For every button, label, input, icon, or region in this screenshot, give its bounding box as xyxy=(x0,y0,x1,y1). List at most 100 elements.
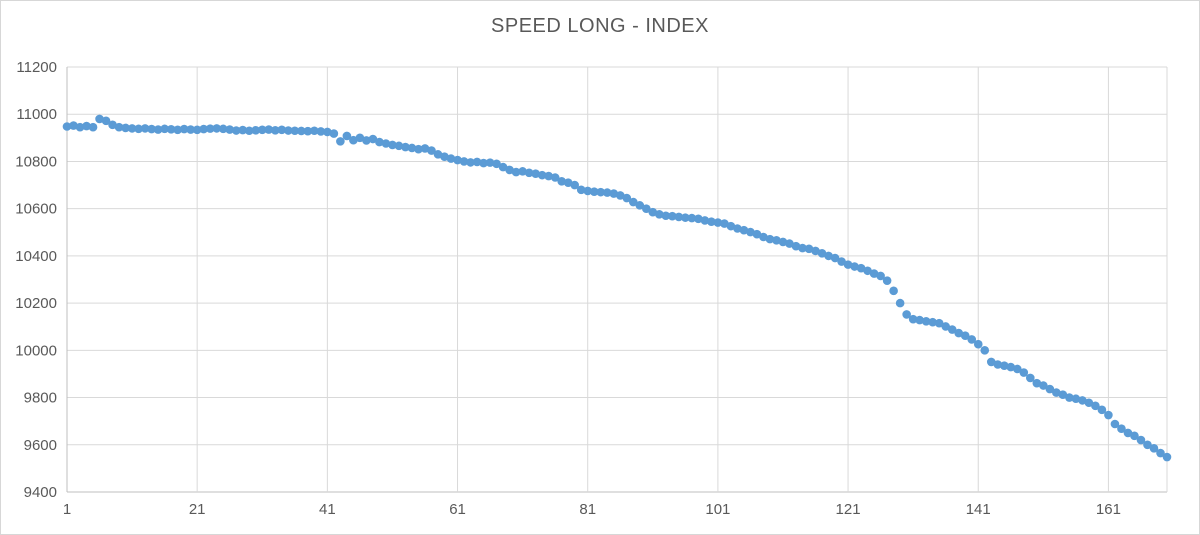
data-point[interactable] xyxy=(1052,388,1061,397)
data-point[interactable] xyxy=(440,152,449,162)
data-point[interactable] xyxy=(518,167,527,176)
data-point[interactable] xyxy=(323,127,332,137)
data-point[interactable] xyxy=(609,189,619,198)
data-point[interactable] xyxy=(1162,452,1172,462)
data-point[interactable] xyxy=(694,214,703,224)
data-point[interactable] xyxy=(772,236,781,245)
data-point[interactable] xyxy=(524,168,534,178)
data-point[interactable] xyxy=(1156,448,1165,458)
data-point[interactable] xyxy=(485,158,495,167)
data-point[interactable] xyxy=(928,317,937,327)
data-point[interactable] xyxy=(433,150,443,159)
data-point[interactable] xyxy=(492,159,501,169)
data-point[interactable] xyxy=(902,310,911,319)
data-point[interactable] xyxy=(811,246,820,256)
data-point[interactable] xyxy=(186,125,195,134)
data-point[interactable] xyxy=(88,122,98,132)
data-point[interactable] xyxy=(986,357,996,367)
data-point[interactable] xyxy=(251,125,261,135)
data-point[interactable] xyxy=(336,137,345,146)
data-point[interactable] xyxy=(947,325,957,334)
data-point[interactable] xyxy=(1084,398,1094,408)
data-point[interactable] xyxy=(550,173,560,182)
data-point[interactable] xyxy=(583,186,593,196)
data-point[interactable] xyxy=(895,298,905,308)
data-point[interactable] xyxy=(615,191,625,200)
data-point[interactable] xyxy=(973,339,983,349)
data-point[interactable] xyxy=(121,123,130,133)
data-point[interactable] xyxy=(420,144,430,153)
data-point[interactable] xyxy=(668,211,677,221)
data-point[interactable] xyxy=(498,162,508,172)
data-point[interactable] xyxy=(218,124,228,134)
data-point[interactable] xyxy=(544,171,553,181)
data-point[interactable] xyxy=(804,244,814,254)
data-point[interactable] xyxy=(153,125,163,134)
data-point[interactable] xyxy=(1123,428,1133,438)
data-point[interactable] xyxy=(1006,362,1016,372)
data-point[interactable] xyxy=(205,124,215,133)
data-point[interactable] xyxy=(537,170,547,180)
data-point[interactable] xyxy=(134,124,143,134)
data-point[interactable] xyxy=(602,188,612,197)
data-point[interactable] xyxy=(244,126,254,136)
data-point[interactable] xyxy=(759,232,768,242)
data-point[interactable] xyxy=(713,218,723,227)
data-point[interactable] xyxy=(876,271,885,281)
data-point[interactable] xyxy=(231,126,241,135)
data-point[interactable] xyxy=(557,176,566,186)
data-point[interactable] xyxy=(427,146,436,155)
data-point[interactable] xyxy=(850,262,859,271)
data-point[interactable] xyxy=(147,124,156,134)
data-point[interactable] xyxy=(394,141,404,151)
data-point[interactable] xyxy=(576,185,586,195)
data-point[interactable] xyxy=(349,135,358,145)
data-point[interactable] xyxy=(785,239,794,248)
data-point[interactable] xyxy=(1091,401,1100,411)
data-point[interactable] xyxy=(69,121,78,130)
data-point[interactable] xyxy=(290,126,300,136)
data-point[interactable] xyxy=(661,211,671,221)
data-point[interactable] xyxy=(824,251,833,261)
data-point[interactable] xyxy=(173,125,182,135)
data-point[interactable] xyxy=(95,114,104,124)
data-point[interactable] xyxy=(381,139,391,148)
data-point[interactable] xyxy=(993,360,1003,369)
data-point[interactable] xyxy=(342,131,352,141)
data-point[interactable] xyxy=(108,120,117,130)
data-point[interactable] xyxy=(674,212,684,222)
data-point[interactable] xyxy=(1110,419,1120,429)
data-point[interactable] xyxy=(681,213,690,222)
data-point[interactable] xyxy=(999,361,1009,370)
data-point[interactable] xyxy=(700,216,710,225)
data-point[interactable] xyxy=(934,318,944,328)
data-point[interactable] xyxy=(179,124,189,134)
data-point[interactable] xyxy=(641,204,651,213)
data-point[interactable] xyxy=(453,155,462,165)
data-point[interactable] xyxy=(1078,396,1087,405)
data-point[interactable] xyxy=(570,180,579,190)
data-point[interactable] xyxy=(1032,378,1042,388)
data-point[interactable] xyxy=(388,140,397,150)
data-point[interactable] xyxy=(1117,424,1126,434)
data-point[interactable] xyxy=(1149,444,1159,453)
data-point[interactable] xyxy=(472,157,482,167)
data-point[interactable] xyxy=(589,187,599,196)
data-point[interactable] xyxy=(160,124,169,134)
data-point[interactable] xyxy=(954,328,964,338)
data-point[interactable] xyxy=(127,124,137,133)
data-point[interactable] xyxy=(303,126,313,136)
data-point[interactable] xyxy=(362,136,371,145)
data-point[interactable] xyxy=(62,122,72,131)
data-point[interactable] xyxy=(739,225,749,235)
data-point[interactable] xyxy=(817,248,827,258)
data-point[interactable] xyxy=(863,266,872,276)
data-point[interactable] xyxy=(648,207,658,217)
data-point[interactable] xyxy=(310,126,319,136)
data-point[interactable] xyxy=(329,129,339,138)
data-point[interactable] xyxy=(778,237,788,247)
data-point[interactable] xyxy=(192,125,202,135)
data-point[interactable] xyxy=(798,243,807,253)
data-point[interactable] xyxy=(101,116,111,126)
